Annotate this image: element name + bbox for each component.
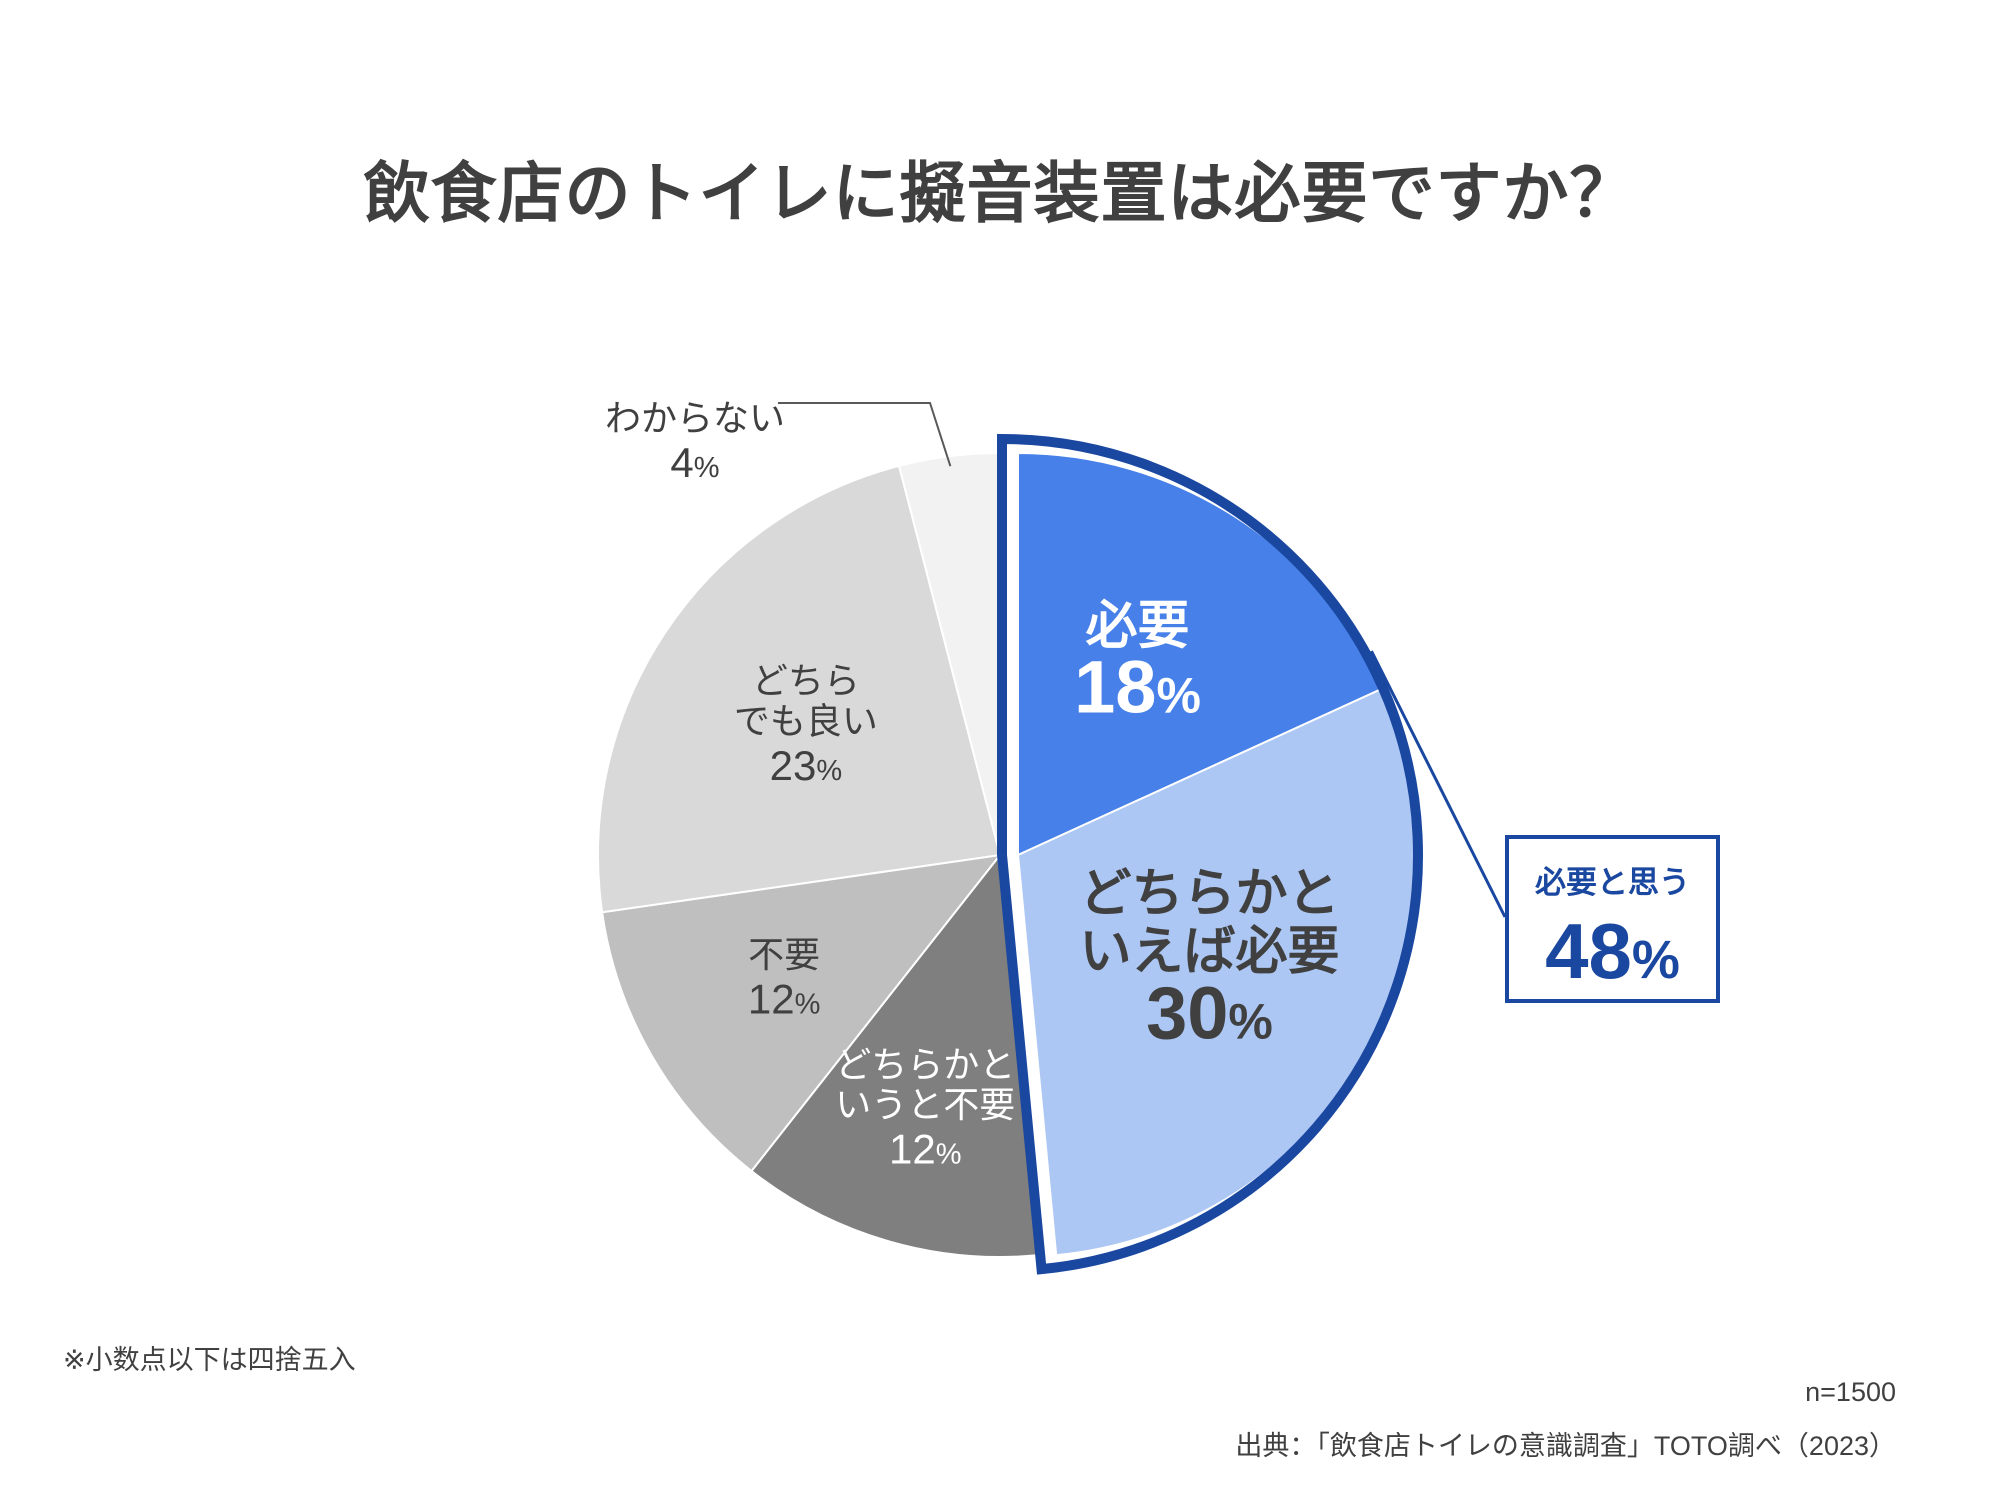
callout-value-percent: % — [1631, 930, 1680, 990]
slice-6-leader-line — [778, 402, 952, 467]
sample-size: n=1500 — [1805, 1377, 1896, 1407]
pie-slice-2-label-line-1: どちらかと — [1079, 865, 1339, 923]
pie-slice-5-label-line-2: でも良い — [734, 700, 878, 741]
chart-title: 飲食店のトイレに擬音装置は必要ですか？ — [363, 156, 1637, 230]
callout-connector — [1370, 650, 1507, 918]
pie-slice-5-percent: % — [816, 755, 842, 787]
pie-slice-4-label-line-1: 不要 — [748, 934, 820, 975]
callout-value-number: 48 — [1545, 907, 1632, 995]
callout-label: 必要と思う — [1535, 865, 1690, 900]
callout-value: 48% — [1509, 912, 1716, 990]
source-credit: 出典：「飲食店トイレの意識調査」TOTO調べ（2023） — [1235, 1431, 1896, 1461]
pie-slices — [597, 451, 1421, 1258]
highlight-callout: 必要と思う 48% — [1505, 835, 1720, 1003]
highlight-outline — [997, 433, 1423, 1275]
pie-slice-1-label-line-1: 必要 — [1086, 597, 1190, 655]
pie-slice-3-label-line-2: いうと不要 — [835, 1084, 1015, 1125]
pie-slice-6-percent: % — [694, 452, 720, 484]
pie-slice-3-percent: % — [936, 1139, 962, 1171]
pie-slice-3 — [750, 852, 1040, 1258]
pie-slice-6-value: 4% — [670, 439, 719, 486]
pie-slice-4 — [600, 853, 1003, 1173]
pie-slice-3-label-line-1: どちらかと — [835, 1044, 1015, 1085]
pie-slice-2-percent: % — [1228, 993, 1272, 1049]
pie-slice-5-label-line-1: どちら — [752, 660, 860, 701]
pie-slice-5 — [597, 464, 1002, 914]
rounding-note: ※小数点以下は四捨五入 — [63, 1345, 356, 1375]
pie-slice-6-label-line-1: わからない — [605, 398, 785, 439]
slice-labels: 必要18%どちらかといえば必要30%どちらかというと不要12%不要12%どちらで… — [605, 398, 1339, 1173]
pie-slice-2-label-line-2: いえば必要 — [1079, 923, 1339, 981]
pie-slice-1-percent: % — [1156, 668, 1200, 724]
pie-slice-4-percent: % — [795, 989, 821, 1021]
